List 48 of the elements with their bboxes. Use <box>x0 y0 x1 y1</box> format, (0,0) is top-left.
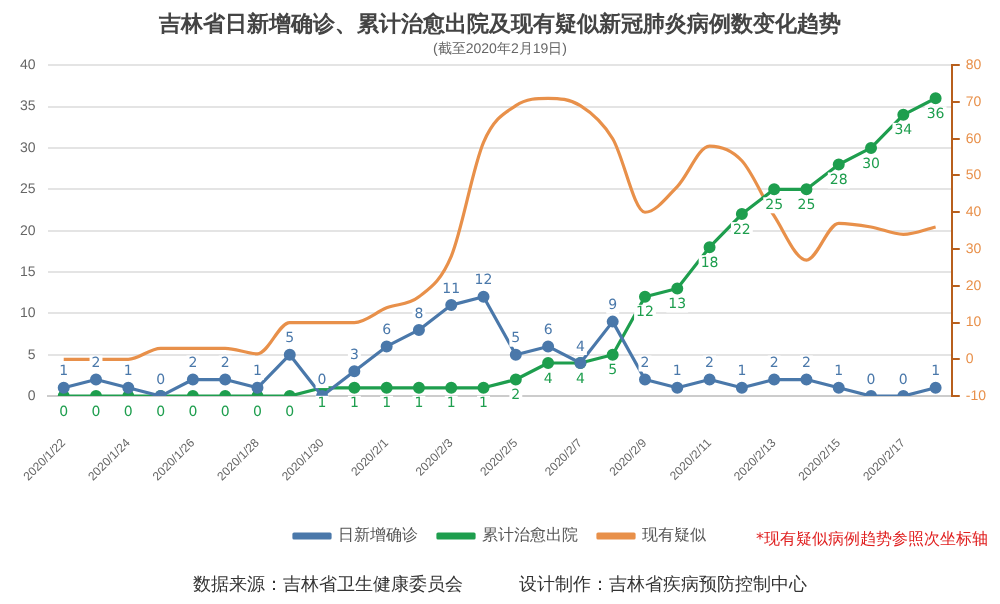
point <box>477 381 490 394</box>
text: *现有疑似病例趋势参照次坐标轴 <box>756 528 988 550</box>
point <box>832 381 845 394</box>
point <box>735 208 748 221</box>
point <box>186 373 199 386</box>
source-note: 数据来源：吉林省卫生健康委员会 <box>193 576 463 596</box>
point <box>57 381 70 394</box>
point <box>606 348 619 361</box>
point <box>251 381 264 394</box>
point <box>380 381 393 394</box>
point <box>929 381 942 394</box>
legend-label: 现有疑似 <box>642 526 708 545</box>
point <box>380 340 393 353</box>
legend-label: 累计治愈出院 <box>482 526 578 545</box>
point <box>703 373 716 386</box>
point <box>768 373 781 386</box>
point <box>929 92 942 105</box>
point <box>412 323 425 336</box>
point <box>542 340 555 353</box>
point <box>283 348 296 361</box>
point <box>509 348 522 361</box>
point <box>671 282 684 295</box>
point <box>445 381 458 394</box>
point <box>445 299 458 312</box>
point <box>412 381 425 394</box>
point <box>800 183 813 196</box>
point <box>542 356 555 369</box>
point <box>477 290 490 303</box>
legend-label: 日新增确诊 <box>338 526 418 545</box>
point <box>219 373 232 386</box>
point <box>509 373 522 386</box>
point <box>735 381 748 394</box>
chart-title: 吉林省日新增确诊、累计治愈出院及现有疑似新冠肺炎病例数变化趋势 <box>157 10 841 37</box>
point <box>638 373 651 386</box>
point <box>348 381 361 394</box>
point <box>671 381 684 394</box>
text: 设计制作：吉林省疾病预防控制中心 <box>519 576 807 596</box>
point <box>703 241 716 254</box>
point <box>122 381 135 394</box>
point <box>897 108 910 121</box>
point <box>638 290 651 303</box>
point <box>606 315 619 328</box>
point <box>832 158 845 171</box>
point <box>768 183 781 196</box>
point <box>348 365 361 378</box>
point <box>865 141 878 154</box>
point <box>90 373 103 386</box>
point <box>800 373 813 386</box>
